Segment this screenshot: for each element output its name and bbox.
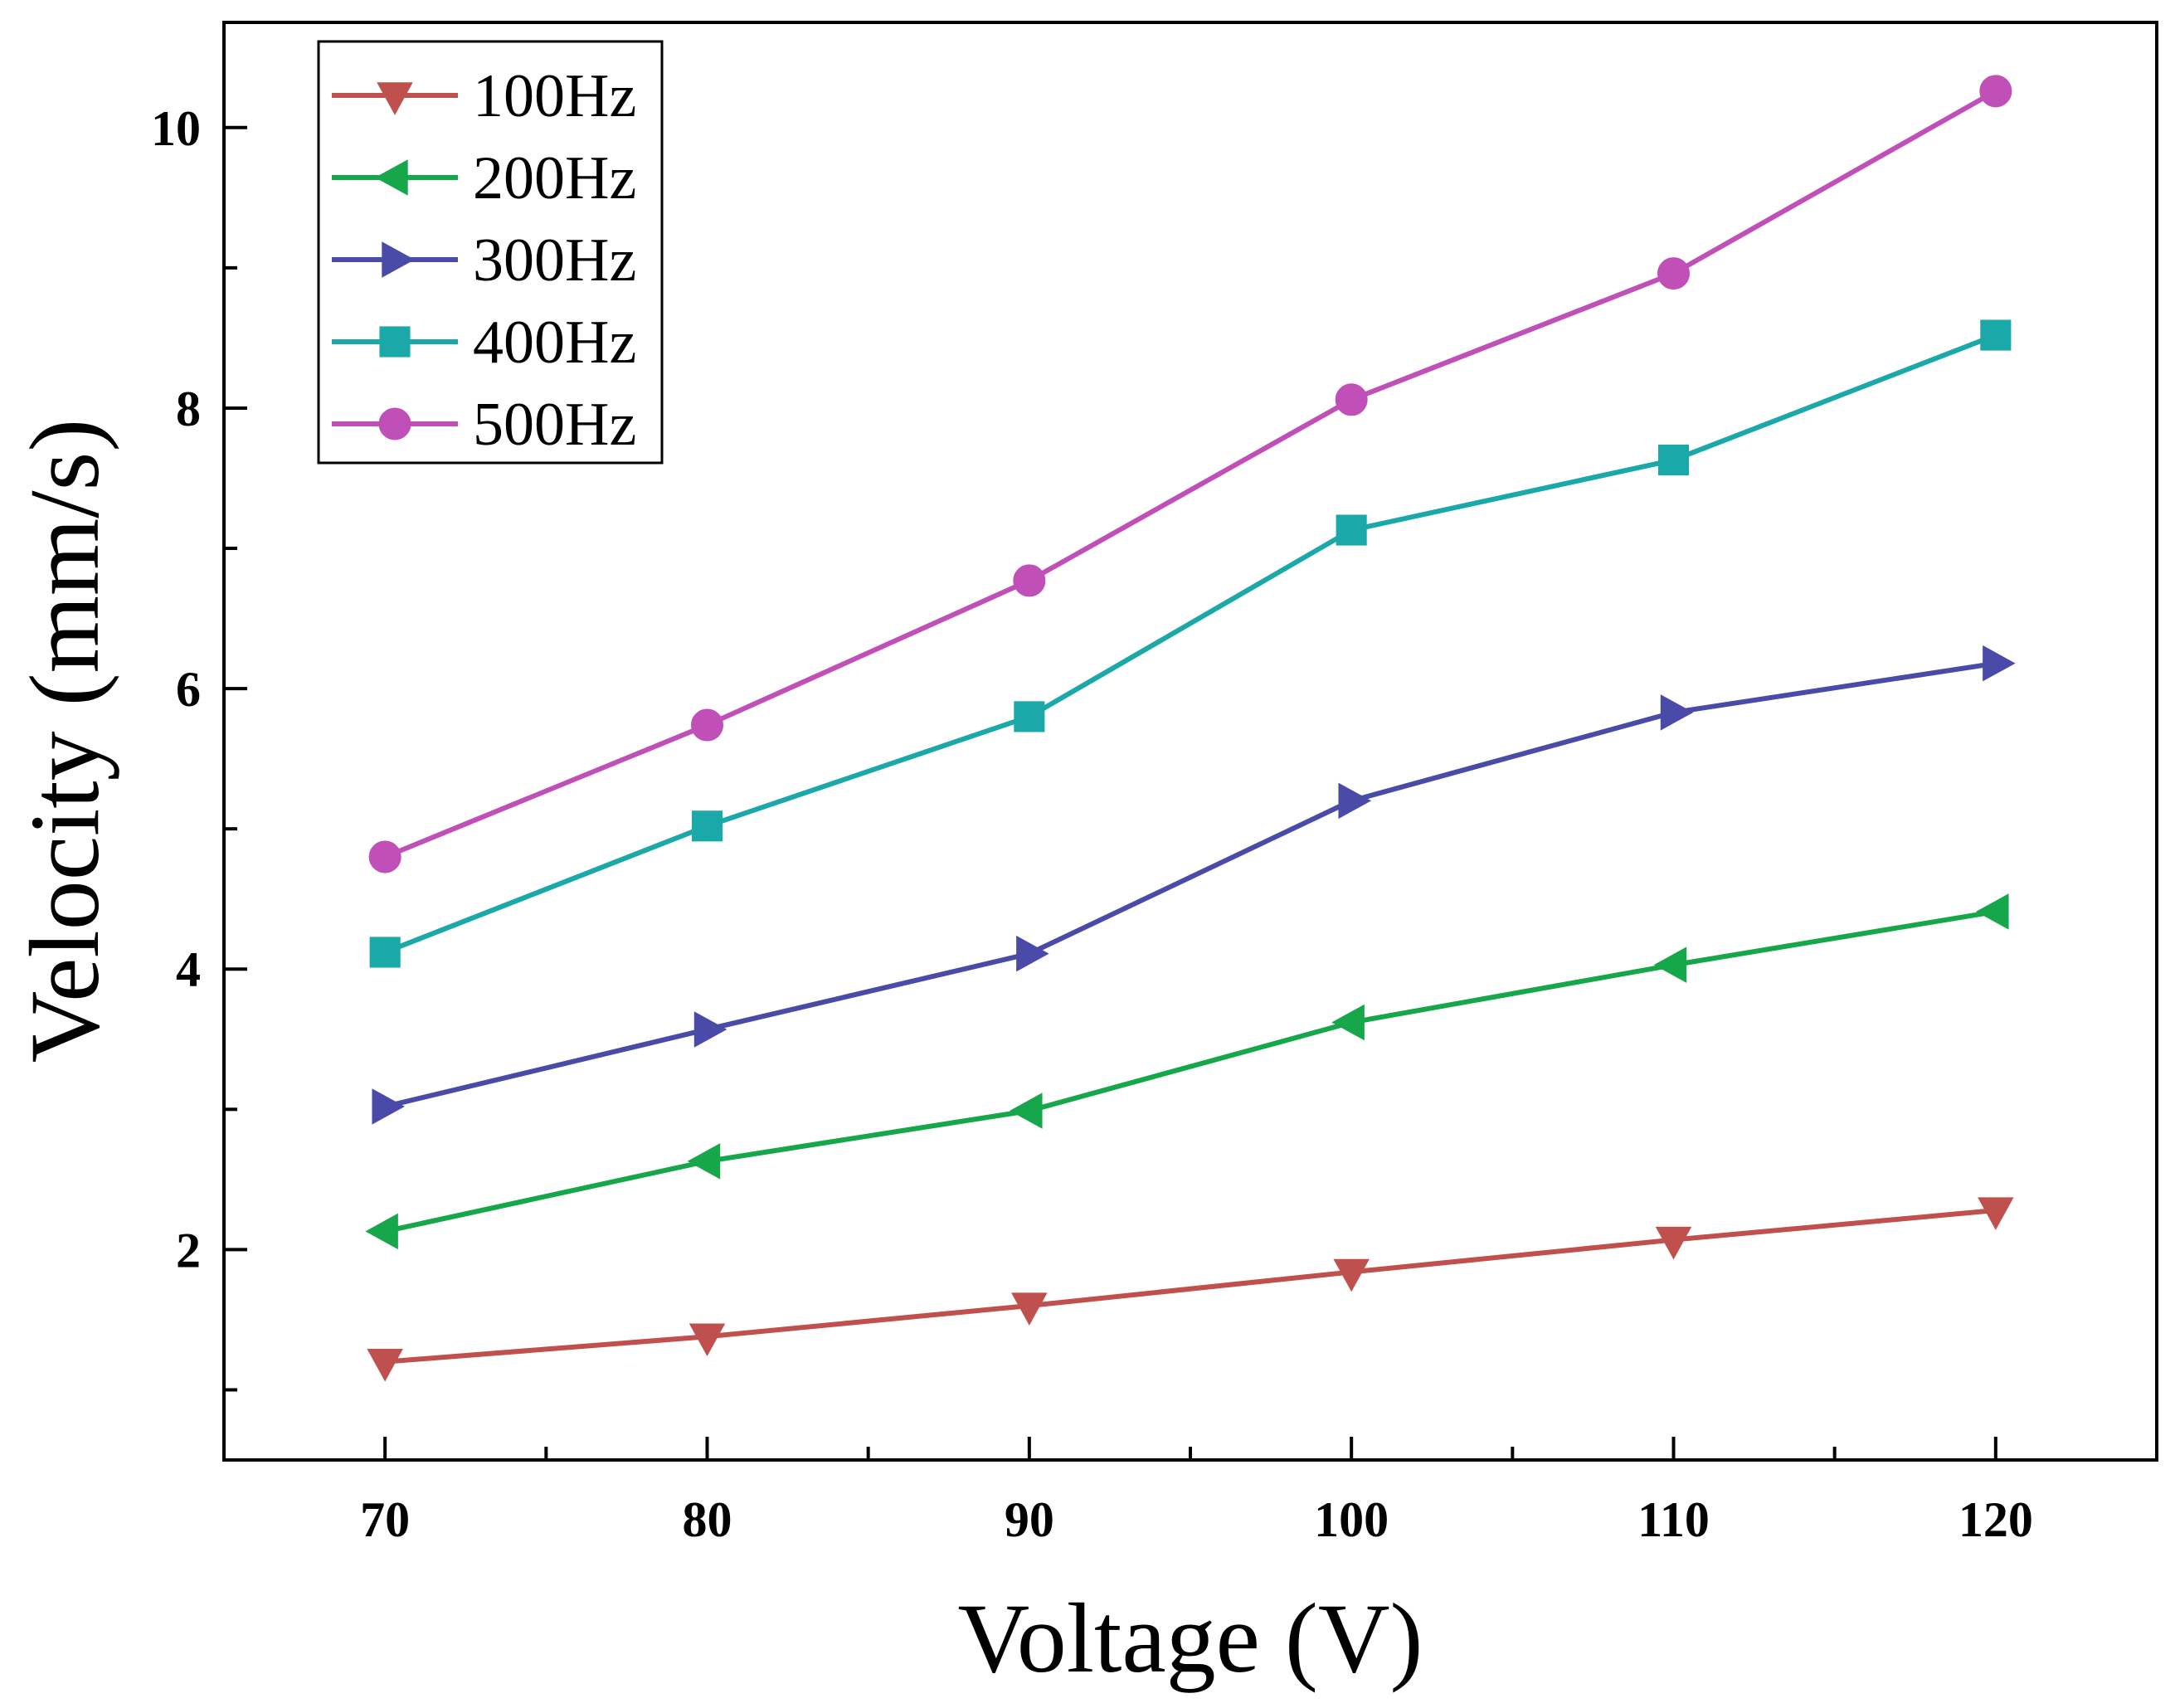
legend: 100Hz 200Hz 300Hz 400Hz 500Hz: [317, 40, 664, 465]
data-point-200Hz: [1009, 1092, 1043, 1129]
legend-box: [317, 40, 664, 465]
series-line-100Hz: [384, 1208, 1997, 1365]
series-line-300Hz: [384, 660, 1997, 1109]
series-500Hz: [368, 75, 2012, 873]
data-point-100Hz: [367, 1348, 403, 1382]
legend-label: 200Hz: [473, 144, 636, 212]
legend-label: 400Hz: [473, 309, 636, 377]
series-300Hz: [372, 645, 2016, 1125]
x-axis-title: Voltage (V): [958, 1583, 1423, 1693]
x-tick-label: 120: [1958, 1492, 2033, 1547]
series-line-400Hz: [384, 333, 1997, 955]
legend-entry-400Hz: 400Hz: [332, 309, 636, 377]
data-point-200Hz: [1975, 893, 2009, 930]
legend-entry-300Hz: 300Hz: [332, 226, 636, 294]
legend-entry-200Hz: 200Hz: [332, 144, 636, 212]
series-line-500Hz: [384, 89, 1997, 859]
data-point-300Hz: [1016, 935, 1049, 972]
x-tick-label: 100: [1314, 1492, 1389, 1547]
data-point-500Hz: [691, 708, 723, 742]
data-point-100Hz: [1011, 1292, 1048, 1326]
data-point-100Hz: [1655, 1226, 1692, 1260]
y-tick-label: 10: [151, 101, 201, 156]
data-point-300Hz: [372, 1088, 406, 1125]
x-tick-label: 110: [1637, 1492, 1710, 1547]
data-point-200Hz: [1331, 1004, 1365, 1041]
series-100Hz: [367, 1197, 2014, 1382]
data-point-200Hz: [365, 1213, 398, 1250]
data-point-200Hz: [1653, 946, 1687, 983]
y-tick-label: 2: [176, 1223, 201, 1277]
x-tick-label: 70: [360, 1492, 410, 1547]
x-tick-label: 90: [1005, 1492, 1054, 1547]
data-point-300Hz: [1660, 694, 1694, 731]
series-line-200Hz: [384, 908, 1997, 1234]
legend-label: 100Hz: [473, 62, 636, 130]
series-layer: [365, 75, 2016, 1382]
data-point-500Hz: [1335, 383, 1368, 416]
data-point-100Hz: [689, 1323, 726, 1357]
data-point-500Hz: [1979, 75, 2012, 108]
legend-entry-100Hz: 100Hz: [332, 62, 636, 130]
legend-marker: [378, 407, 411, 440]
y-tick-label: 6: [176, 662, 201, 717]
tick-labels: 70 80 90 100 110 120 2 4 6 8 10: [151, 101, 2033, 1547]
data-point-100Hz: [1978, 1197, 2014, 1230]
legend-marker: [379, 326, 411, 358]
data-point-400Hz: [1336, 514, 1367, 546]
data-point-300Hz: [1338, 782, 1372, 820]
y-tick-label: 8: [176, 382, 201, 436]
legend-label: 500Hz: [473, 391, 636, 459]
data-point-500Hz: [1657, 257, 1690, 290]
x-tick-label: 80: [683, 1492, 732, 1547]
series-400Hz: [369, 319, 2012, 968]
data-point-200Hz: [687, 1143, 721, 1180]
series-200Hz: [365, 893, 2009, 1250]
data-point-400Hz: [691, 810, 723, 842]
legend-marker: [382, 241, 415, 278]
data-point-500Hz: [1013, 564, 1046, 597]
data-point-500Hz: [368, 840, 401, 873]
data-point-300Hz: [693, 1011, 727, 1048]
data-point-400Hz: [1014, 701, 1045, 732]
legend-label: 300Hz: [473, 226, 636, 294]
legend-entry-500Hz: 500Hz: [332, 391, 636, 459]
data-point-100Hz: [1333, 1258, 1370, 1292]
data-point-400Hz: [1980, 319, 2012, 351]
data-point-400Hz: [369, 937, 401, 968]
data-point-400Hz: [1657, 444, 1690, 476]
data-point-300Hz: [1983, 645, 2016, 682]
legend-marker: [375, 159, 408, 196]
ticks: [224, 125, 1997, 1460]
legend-marker: [377, 82, 413, 115]
y-axis-title: Velocity (mm/s): [9, 419, 119, 1063]
y-tick-label: 4: [176, 942, 201, 997]
